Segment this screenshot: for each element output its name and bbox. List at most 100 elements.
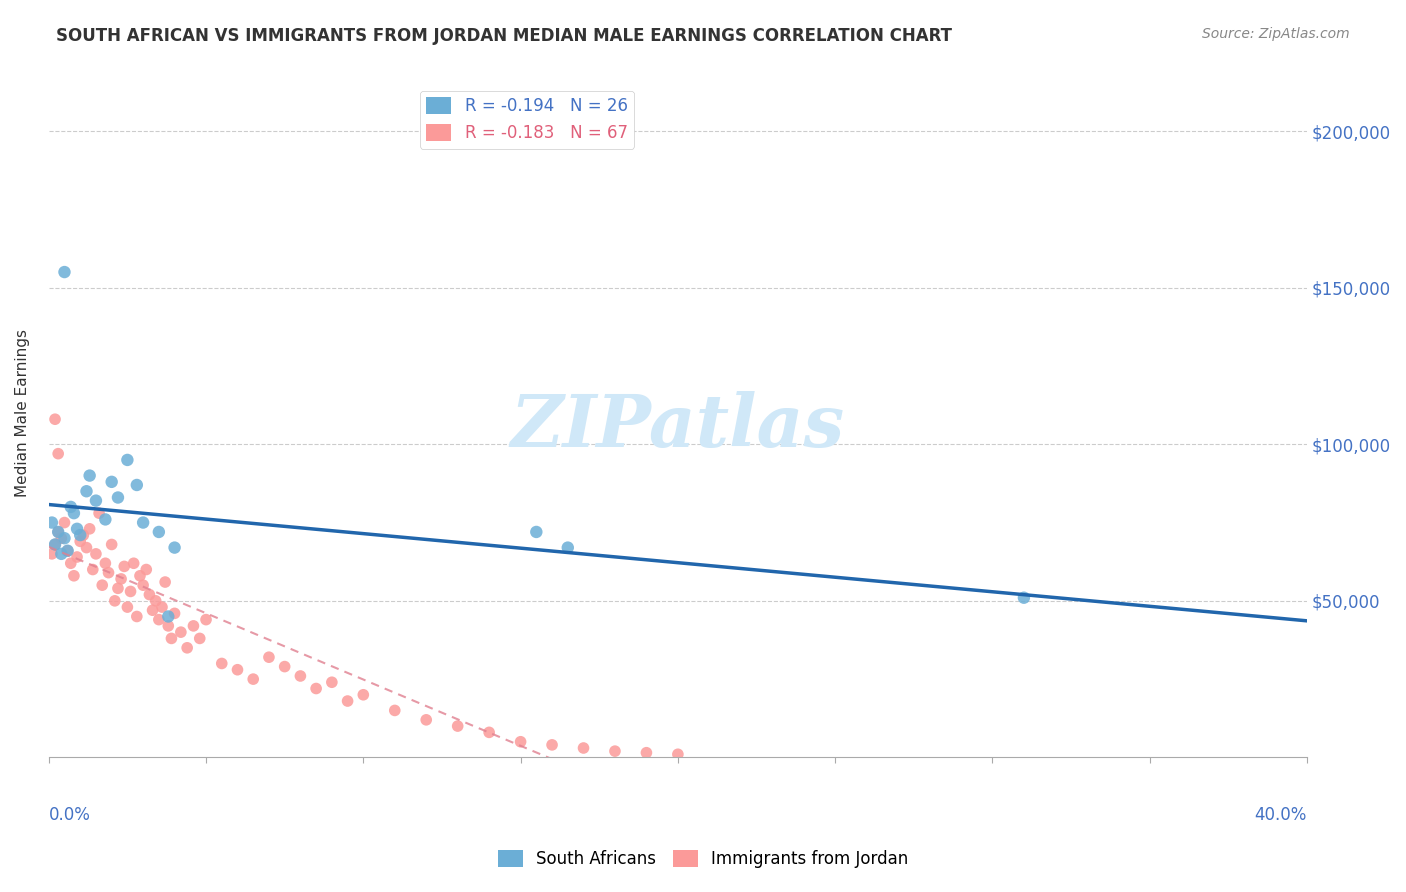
Point [636, 746, 658, 760]
Point [107, 582, 129, 596]
Point [666, 747, 689, 762]
Point [524, 524, 547, 539]
Point [104, 594, 127, 608]
Point [150, 600, 173, 615]
Point [242, 672, 264, 686]
Point [46, 524, 69, 539]
Text: ZIPatlas: ZIPatlas [510, 392, 845, 462]
Point [142, 603, 165, 617]
Point [160, 632, 183, 646]
Point [176, 640, 198, 655]
Point [100, 537, 122, 551]
Point [117, 600, 139, 615]
Point [84, 547, 107, 561]
Point [72, 528, 94, 542]
Point [195, 613, 218, 627]
Point [51, 531, 73, 545]
Point [56, 543, 79, 558]
Point [138, 588, 160, 602]
Point [145, 594, 167, 608]
Point [541, 738, 564, 752]
Point [125, 609, 148, 624]
Point [352, 688, 374, 702]
Point [46, 524, 69, 539]
Point [51, 547, 73, 561]
Point [117, 453, 139, 467]
Point [163, 607, 186, 621]
Point [122, 556, 145, 570]
Point [148, 524, 170, 539]
Point [46, 447, 69, 461]
Point [336, 694, 359, 708]
Point [84, 493, 107, 508]
Point [94, 512, 117, 526]
Legend: South Africans, Immigrants from Jordan: South Africans, Immigrants from Jordan [491, 843, 915, 875]
Point [603, 744, 626, 758]
Point [163, 541, 186, 555]
Point [153, 575, 176, 590]
Point [107, 491, 129, 505]
Point [170, 625, 193, 640]
Text: SOUTH AFRICAN VS IMMIGRANTS FROM JORDAN MEDIAN MALE EARNINGS CORRELATION CHART: SOUTH AFRICAN VS IMMIGRANTS FROM JORDAN … [56, 27, 952, 45]
Point [321, 675, 343, 690]
Point [76, 541, 98, 555]
Point [384, 703, 406, 717]
Point [1012, 591, 1035, 605]
Text: Source: ZipAtlas.com: Source: ZipAtlas.com [1202, 27, 1350, 41]
Point [148, 613, 170, 627]
Point [59, 500, 82, 514]
Y-axis label: Median Male Earnings: Median Male Earnings [15, 329, 30, 497]
Point [44, 537, 66, 551]
Point [66, 522, 89, 536]
Point [447, 719, 470, 733]
Point [572, 741, 595, 756]
Point [132, 516, 155, 530]
Point [120, 584, 142, 599]
Point [273, 659, 295, 673]
Point [87, 506, 110, 520]
Point [69, 534, 91, 549]
Point [79, 468, 101, 483]
Point [91, 578, 114, 592]
Point [257, 650, 280, 665]
Point [53, 531, 76, 545]
Point [41, 547, 63, 561]
Point [53, 265, 76, 279]
Point [211, 657, 233, 671]
Point [226, 663, 249, 677]
Point [135, 562, 157, 576]
Point [97, 566, 120, 580]
Point [509, 735, 531, 749]
Point [44, 412, 66, 426]
Point [63, 506, 86, 520]
Point [76, 484, 98, 499]
Point [415, 713, 437, 727]
Point [100, 475, 122, 489]
Point [305, 681, 328, 696]
Point [59, 556, 82, 570]
Point [478, 725, 501, 739]
Point [183, 619, 205, 633]
Point [53, 516, 76, 530]
Point [557, 541, 579, 555]
Point [129, 569, 152, 583]
Point [157, 619, 180, 633]
Point [110, 572, 132, 586]
Point [188, 632, 211, 646]
Point [112, 559, 135, 574]
Point [79, 522, 101, 536]
Point [290, 669, 312, 683]
Point [44, 537, 66, 551]
Point [94, 556, 117, 570]
Point [82, 562, 104, 576]
Point [125, 478, 148, 492]
Legend: R = -0.194   N = 26, R = -0.183   N = 67: R = -0.194 N = 26, R = -0.183 N = 67 [419, 91, 634, 149]
Point [41, 516, 63, 530]
Point [69, 528, 91, 542]
Text: 0.0%: 0.0% [49, 805, 90, 823]
Point [63, 569, 86, 583]
Point [56, 543, 79, 558]
Point [66, 549, 89, 564]
Text: 40.0%: 40.0% [1254, 805, 1308, 823]
Point [157, 609, 180, 624]
